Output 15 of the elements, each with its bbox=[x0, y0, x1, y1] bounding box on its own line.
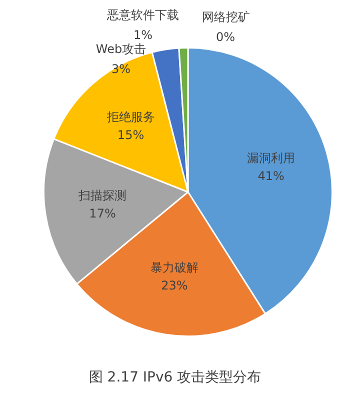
category-label: 网络挖矿 bbox=[202, 10, 250, 24]
slice-label: 恶意软件下载 bbox=[106, 8, 179, 22]
data-label: 15% bbox=[117, 128, 144, 142]
slice-label: 暴力破解 bbox=[150, 260, 198, 275]
text: 图 2.17 IPv6 攻击类型分布 bbox=[88, 370, 262, 386]
slice-label: 拒绝服务 bbox=[106, 110, 155, 124]
data-label: 17% bbox=[89, 206, 116, 221]
data-label: 41% bbox=[258, 168, 284, 183]
data-label: 23% bbox=[161, 278, 188, 293]
slice-label: Web攻击 bbox=[96, 42, 146, 56]
text: 0% bbox=[216, 30, 236, 44]
slice-label: 扫描探测 bbox=[78, 188, 127, 203]
data-label: 3% bbox=[111, 62, 131, 76]
slice-label: 漏洞利用 bbox=[247, 150, 296, 165]
data-label: 1% bbox=[133, 28, 153, 42]
